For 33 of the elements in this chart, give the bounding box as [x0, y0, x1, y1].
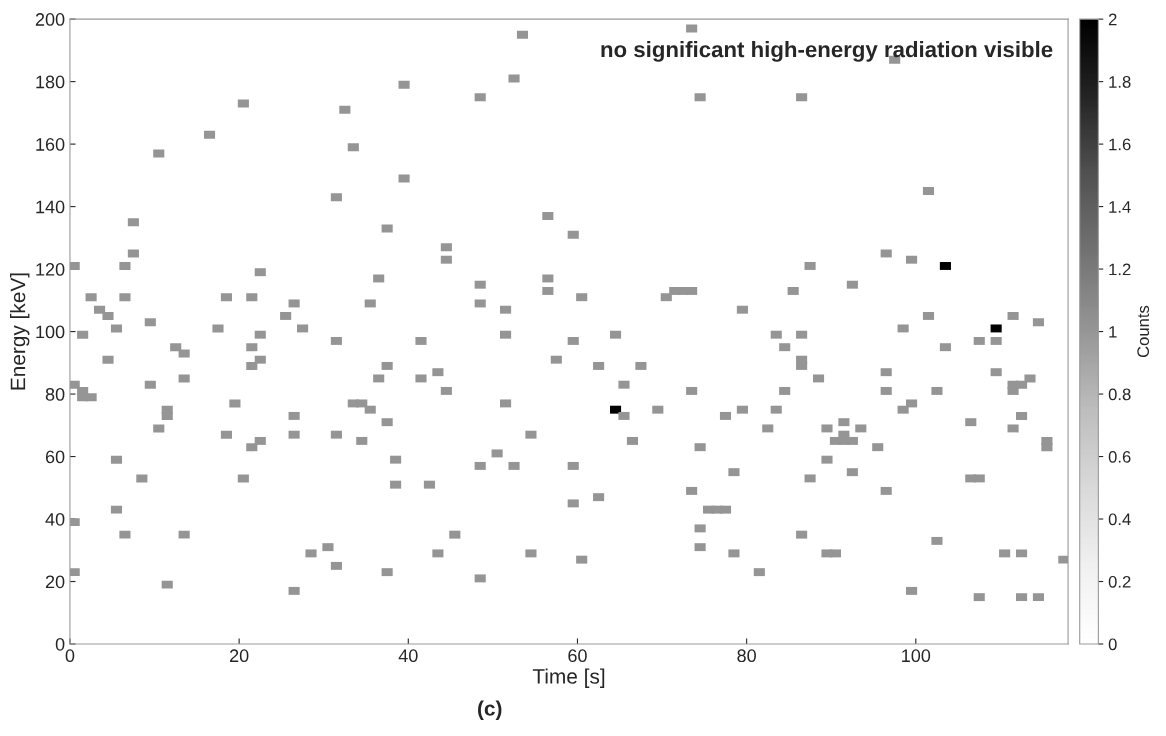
y-tick-label: 120: [36, 263, 65, 276]
color-bar-label: 0.8: [1108, 388, 1131, 401]
x-tick-label: 40: [398, 649, 418, 663]
y-tick-label: 40: [45, 512, 65, 526]
color-bar-label: 1: [1109, 326, 1117, 338]
x-tick-label: 20: [230, 649, 249, 663]
y-tick-label: 100: [36, 325, 65, 339]
color-bar-label: 0: [1108, 638, 1117, 651]
x-tick-label: 0: [65, 649, 75, 663]
color-bar-label: 2: [1108, 13, 1117, 26]
text: (c): [478, 700, 502, 720]
color-bar-label: 0.4: [1108, 513, 1131, 526]
x-tick-label: 80: [737, 649, 756, 663]
y-tick-label: 140: [36, 200, 65, 214]
y-tick-label: 80: [45, 387, 65, 401]
y-tick-label: 20: [45, 575, 65, 589]
color-bar-label: 1.6: [1109, 138, 1131, 151]
y-tick-label: 200: [35, 13, 65, 26]
color-bar-label: 0.2: [1108, 575, 1131, 588]
y-tick-label: 0: [55, 637, 65, 651]
y-axis-title: Energy [keV]: [10, 273, 30, 390]
x-axis-title: Time [s]: [532, 668, 605, 688]
x-tick-label: 100: [902, 649, 931, 663]
color-bar-title: Counts: [1137, 305, 1150, 358]
y-tick-label: 60: [45, 450, 65, 464]
y-tick-label: 180: [36, 75, 65, 89]
y-tick-label: 160: [36, 138, 65, 151]
color-bar-label: 0.6: [1108, 450, 1131, 463]
x-tick-label: 60: [568, 649, 587, 663]
color-bar-label: 1.4: [1109, 201, 1131, 213]
color-bar-label: 1.2: [1109, 263, 1131, 276]
color-bar-label: 1.8: [1109, 76, 1131, 88]
annotation: no significant high-energy radiation visible: [601, 41, 1053, 62]
